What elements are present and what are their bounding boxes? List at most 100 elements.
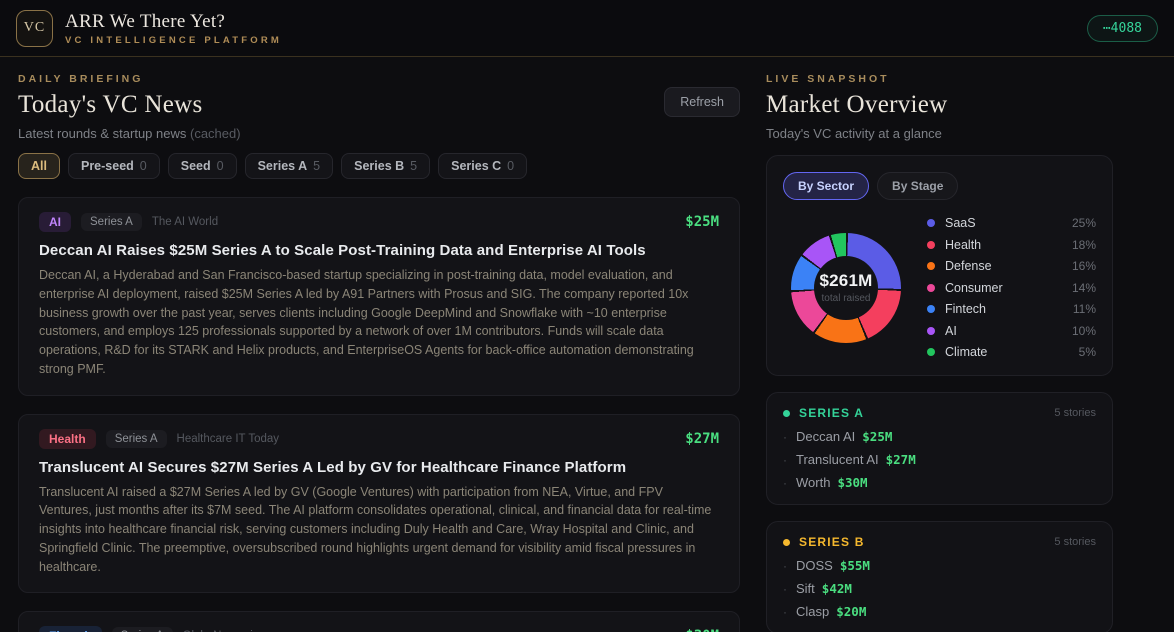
- sector-donut-chart: $261M total raised: [791, 232, 901, 343]
- round-filter-bar: All Pre-seed 0 Seed 0 Series A 5 Series B 5 Serie…: [18, 153, 740, 179]
- round-raise-amount: $27M: [885, 452, 916, 467]
- round-story-item[interactable]: · Deccan AI $25M: [783, 429, 1096, 444]
- legend-dot: [927, 305, 935, 313]
- legend-sector-pct: 11%: [1072, 302, 1096, 316]
- filter-pill-series-c[interactable]: Series C 0: [438, 153, 528, 179]
- legend-dot: [927, 219, 935, 227]
- legend-sector-name: AI: [945, 323, 957, 338]
- legend-sector-name: Climate: [945, 345, 988, 359]
- news-page-title: Today's VC News: [18, 91, 203, 118]
- app-title: ARR We There Yet?: [65, 10, 226, 32]
- news-card[interactable]: Health Series A Healthcare IT Today $27M Tra…: [18, 413, 740, 594]
- filter-pill-count: 5: [313, 159, 321, 173]
- legend-sector-pct: 14%: [1071, 280, 1096, 295]
- series-badge: Series A: [81, 213, 142, 231]
- legend-dot: [927, 283, 935, 292]
- filter-pill-series-b[interactable]: Series B 5: [341, 153, 431, 179]
- brand-logo: VC: [16, 9, 53, 47]
- round-story-item[interactable]: · DOSS $55M: [783, 558, 1096, 573]
- news-card[interactable]: FintechSeries AGlobeNewswire$30MWorth Ra…: [18, 611, 740, 632]
- legend-sector-pct: 18%: [1071, 237, 1096, 252]
- legend-sector-name: Health: [945, 237, 982, 252]
- legend-row: Health 18%: [927, 238, 1096, 252]
- legend-row: AI 10%: [927, 324, 1096, 338]
- filter-pill-seed[interactable]: Seed 0: [167, 153, 237, 179]
- round-panel-title: SERIES B: [799, 535, 865, 549]
- round-raise-amount: $25M: [862, 429, 893, 444]
- total-raised-label: total raised: [821, 293, 871, 304]
- legend-dot: [927, 348, 935, 356]
- market-overview-panel: By Sector By Stage $261M total raised Saa…: [766, 155, 1113, 376]
- round-raise-amount: $30M: [837, 475, 868, 490]
- filter-pill-all[interactable]: All: [18, 153, 60, 179]
- round-story-count: 5 stories: [1054, 407, 1096, 419]
- sector-legend: SaaS 25% Health 18% Defense 16% Consumer 14% Fin…: [927, 216, 1096, 359]
- round-panel-title: SERIES A: [799, 406, 865, 420]
- legend-sector-pct: 16%: [1071, 259, 1096, 273]
- round-item-list: · DOSS $55M · Sift $42M · Clasp $20M: [783, 558, 1096, 619]
- news-card-meta: Fintech Series A GlobeNewswire $30M: [39, 626, 719, 632]
- news-card[interactable]: AI Series A The AI World $25M Deccan AI Rais…: [18, 197, 740, 396]
- filter-pill-count: 0: [139, 159, 147, 173]
- round-raise-amount: $20M: [836, 604, 867, 619]
- news-card-title: Deccan AI Raises $25M Series A to Scale …: [39, 242, 646, 259]
- app-header: VC ARR We There Yet? VC INTELLIGENCE PLA…: [0, 0, 1174, 57]
- app-subtitle: VC INTELLIGENCE PLATFORM: [65, 34, 283, 46]
- legend-dot: [927, 240, 935, 249]
- source-label: Healthcare IT Today: [176, 432, 280, 445]
- round-status-dot: [783, 538, 790, 546]
- news-card-title: Translucent AI Secures $27M Series A Led…: [39, 458, 627, 476]
- legend-sector-name: Defense: [945, 259, 992, 273]
- bullet-icon: ·: [783, 476, 787, 490]
- filter-pill-label: Pre-seed: [80, 159, 134, 173]
- filter-pill-count: 0: [507, 159, 515, 173]
- round-summary-panels: SERIES A 5 stories · Deccan AI $25M · Transluc…: [766, 392, 1113, 632]
- main-content: DAILY BRIEFING Today's VC News Refresh L…: [0, 57, 1174, 632]
- round-panel-series-a: SERIES A 5 stories · Deccan AI $25M · Transluc…: [766, 392, 1113, 505]
- raise-amount: $30M: [685, 628, 719, 632]
- port-badge: ⋯4088: [1086, 14, 1158, 42]
- round-company-name: Clasp: [796, 604, 830, 619]
- round-raise-amount: $42M: [821, 581, 852, 596]
- donut-center: $261M total raised: [814, 255, 878, 320]
- news-card-meta: Health Series A Healthcare IT Today $27M: [39, 428, 719, 449]
- series-badge: Series A: [111, 627, 173, 632]
- total-raised-value: $261M: [819, 271, 873, 290]
- bullet-icon: ·: [783, 582, 787, 596]
- filter-pill-label: Series B: [354, 159, 405, 173]
- refresh-button[interactable]: Refresh: [664, 87, 740, 117]
- news-card-meta: AI Series A The AI World $25M: [39, 212, 719, 232]
- sector-chart-row: $261M total raised SaaS 25% Health 18% Defen…: [783, 216, 1096, 359]
- news-card-summary: Deccan AI, a Hyderabad and San Francisco…: [39, 268, 694, 376]
- filter-pill-pre-seed[interactable]: Pre-seed 0: [67, 153, 160, 179]
- filter-pill-series-a[interactable]: Series A 5: [244, 153, 334, 179]
- legend-sector-pct: 25%: [1071, 216, 1096, 230]
- legend-sector-name: Fintech: [945, 302, 986, 316]
- raise-amount: $27M: [685, 430, 719, 447]
- news-subtitle-text: Latest rounds & startup news: [18, 126, 187, 141]
- round-company-name: Worth: [796, 475, 831, 490]
- market-overview-title: Market Overview: [766, 91, 948, 118]
- filter-pill-label: Series A: [257, 159, 308, 173]
- round-story-item[interactable]: · Worth $30M: [783, 475, 1096, 490]
- sector-tag: Health: [39, 428, 96, 449]
- bullet-icon: ·: [783, 559, 787, 573]
- sector-tag: AI: [39, 212, 71, 232]
- round-company-name: Deccan AI: [796, 429, 856, 444]
- round-item-list: · Deccan AI $25M · Translucent AI $27M · Worth $…: [783, 429, 1096, 490]
- source-label: The AI World: [151, 216, 219, 228]
- legend-row: Consumer 14%: [927, 281, 1096, 295]
- round-story-item[interactable]: · Clasp $20M: [783, 604, 1096, 619]
- round-raise-amount: $55M: [839, 558, 870, 573]
- round-story-item[interactable]: · Translucent AI $27M: [783, 452, 1096, 467]
- filter-pill-label: Seed: [180, 159, 211, 173]
- tab-by-stage[interactable]: By Stage: [877, 172, 959, 200]
- tab-by-sector[interactable]: By Sector: [783, 172, 870, 200]
- news-card-summary: Translucent AI raised a $27M Series A le…: [39, 484, 712, 574]
- legend-sector-name: SaaS: [945, 216, 976, 230]
- round-story-item[interactable]: · Sift $42M: [783, 581, 1096, 596]
- series-badge: Series A: [105, 429, 167, 448]
- market-overview-subtitle: Today's VC activity at a glance: [766, 126, 942, 141]
- legend-dot: [927, 262, 935, 270]
- legend-row: Defense 16%: [927, 259, 1096, 273]
